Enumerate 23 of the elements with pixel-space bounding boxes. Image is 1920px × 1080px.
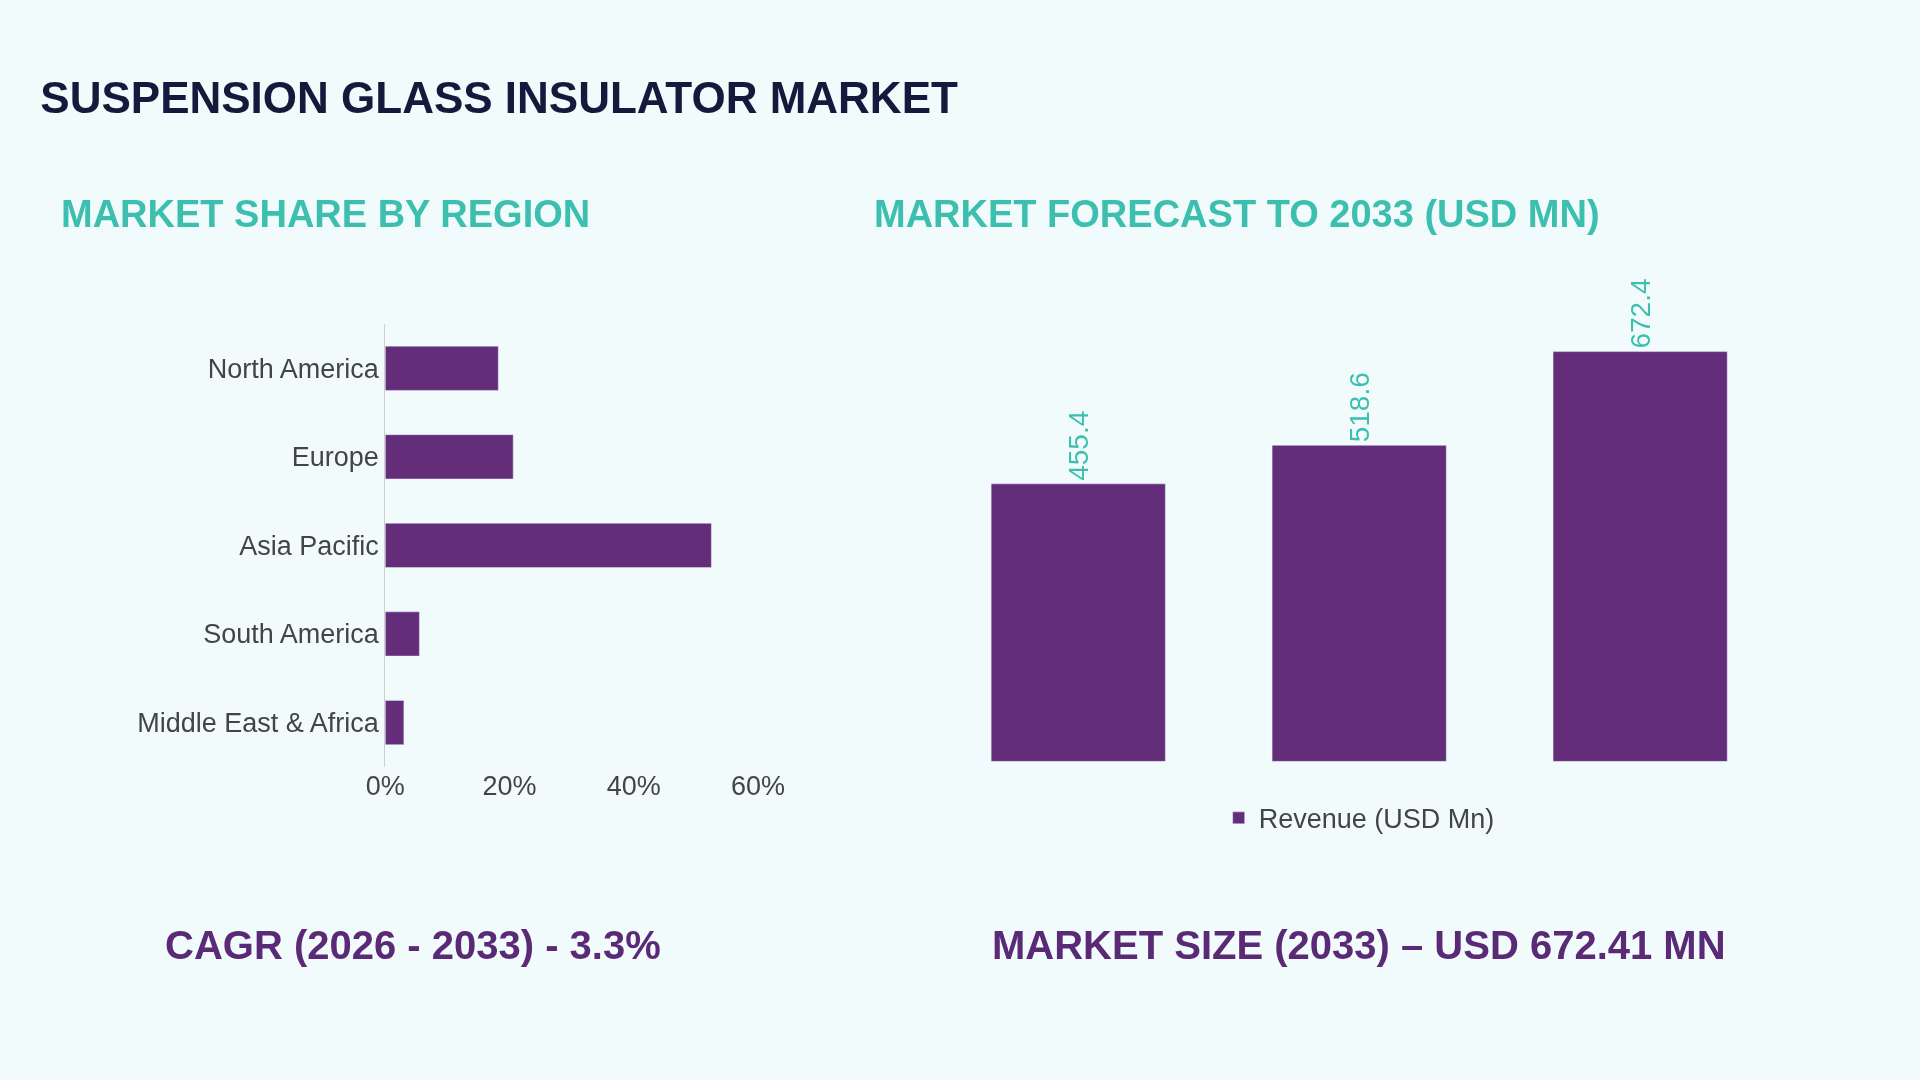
text: CAGR (2026 - 2033) - 3.3%	[165, 923, 661, 967]
chart-title: SUSPENSION GLASS INSULATOR MARKET	[40, 72, 958, 122]
x-tick-label: 0%	[365, 770, 405, 801]
x-tick-label: 40%	[606, 770, 661, 801]
data-label: 518.6	[1343, 372, 1375, 443]
data-label: 455.4	[1062, 410, 1094, 481]
text: MARKET SIZE (2033) – USD 672.41 MN	[992, 923, 1726, 967]
y-tick-label: South America	[203, 619, 380, 650]
y-tick-label: Asia Pacific	[239, 530, 379, 561]
bar	[385, 345, 499, 391]
bar	[385, 611, 420, 657]
legend-label: Revenue (USD Mn)	[1258, 804, 1495, 835]
chart-subtitle: MARKET SHARE BY REGION	[61, 193, 591, 235]
y-tick-label: Middle East & Africa	[137, 707, 380, 738]
chart-title: MARKET FORECAST TO 2033 (USD MN)	[874, 193, 1600, 235]
y-tick-label: North America	[207, 353, 380, 384]
bar	[385, 434, 514, 480]
data-label: 672.4	[1624, 278, 1656, 349]
x-tick-label: 20%	[482, 770, 537, 801]
bar	[385, 523, 712, 568]
x-tick-label: 60%	[730, 770, 785, 801]
bar	[385, 700, 405, 745]
y-tick-label: Europe	[291, 442, 379, 473]
